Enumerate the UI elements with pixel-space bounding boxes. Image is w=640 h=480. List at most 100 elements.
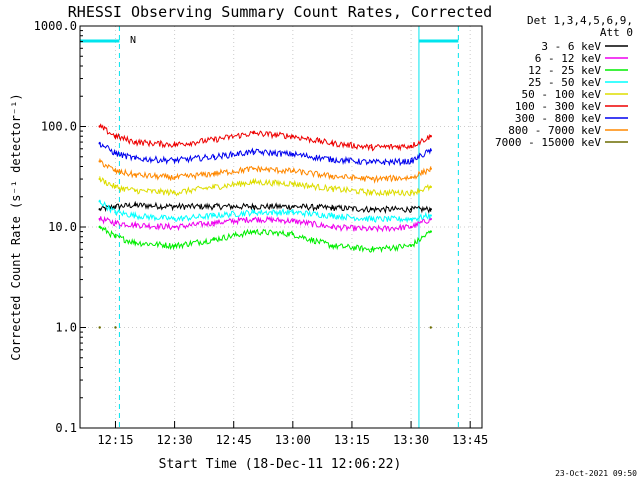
series-8 <box>98 326 432 329</box>
data-point <box>370 161 373 164</box>
data-point <box>133 140 137 144</box>
data-point <box>98 217 101 221</box>
data-point <box>429 214 432 217</box>
data-point <box>252 230 255 233</box>
data-point <box>370 217 373 221</box>
data-point <box>409 191 413 194</box>
data-point <box>291 182 295 185</box>
x-axis-ticks: 12:15 12:30 12:45 13:00 13:15 13:30 13:45 <box>97 421 488 447</box>
legend-entry-label: 7000 - 15000 keV <box>495 136 601 149</box>
data-point <box>212 205 216 208</box>
legend-header-line-2: Att 0 <box>600 26 633 39</box>
data-point <box>98 177 101 181</box>
x-tick-label: 12:15 <box>97 433 133 447</box>
data-point <box>252 150 255 154</box>
data-point <box>133 173 137 177</box>
flag-label: N <box>130 35 136 46</box>
series-4 <box>98 176 432 197</box>
data-point <box>370 248 373 251</box>
legend-entry-label: 50 - 100 keV <box>522 88 602 101</box>
data-point <box>291 211 295 214</box>
data-point <box>429 326 432 329</box>
data-point <box>331 206 334 210</box>
data-point <box>212 138 216 141</box>
data-point <box>173 159 176 162</box>
data-point <box>173 143 176 146</box>
data-point <box>98 160 101 163</box>
data-point <box>212 214 216 217</box>
data-point <box>98 326 101 329</box>
y-tick-label: 0.1 <box>55 421 77 435</box>
series-group <box>98 123 432 329</box>
data-point <box>409 160 413 163</box>
series-3 <box>98 199 432 224</box>
y-tick-label: 10.0 <box>48 220 77 234</box>
data-point <box>252 211 255 214</box>
x-tick-label: 12:45 <box>216 433 252 447</box>
data-point <box>291 232 295 236</box>
data-point <box>429 230 432 233</box>
y-tick-label: 1.0 <box>55 321 77 335</box>
data-point <box>252 131 255 135</box>
data-point <box>409 144 413 148</box>
data-point <box>370 191 373 194</box>
series-5 <box>98 123 432 152</box>
series-line <box>99 199 432 224</box>
x-tick-label: 13:15 <box>334 433 370 447</box>
data-point <box>252 180 255 184</box>
x-tick-label: 12:30 <box>157 433 193 447</box>
legend-entry-label: 800 - 7000 keV <box>508 124 601 137</box>
data-point <box>173 244 176 248</box>
data-point <box>429 135 432 138</box>
data-point <box>173 205 176 208</box>
y-axis-ticks: 0.1 1.0 10.0 100.0 1000.0 <box>34 19 86 435</box>
data-point <box>212 172 216 175</box>
data-point <box>370 228 373 231</box>
data-point <box>98 142 101 145</box>
chart-title: RHESSI Observing Summary Count Rates, Co… <box>68 3 492 21</box>
data-point <box>98 200 101 203</box>
data-point <box>133 223 137 227</box>
data-point <box>114 152 117 155</box>
series-line <box>99 215 432 233</box>
data-point <box>409 208 413 211</box>
data-point <box>173 225 176 229</box>
series-line <box>99 123 432 152</box>
data-point <box>409 244 413 248</box>
data-point <box>173 217 176 221</box>
data-point <box>429 208 432 211</box>
y-axis-label: Corrected Count Rate (s⁻¹ detector⁻¹) <box>9 93 23 360</box>
data-point <box>409 217 413 221</box>
data-point <box>114 185 117 189</box>
series-line <box>99 200 432 215</box>
data-point <box>370 208 373 211</box>
data-point <box>331 158 334 161</box>
data-point <box>212 238 216 241</box>
data-point <box>370 146 373 149</box>
data-point <box>133 241 137 244</box>
data-point <box>114 211 117 214</box>
data-point <box>98 125 101 128</box>
data-point <box>98 225 101 229</box>
data-point <box>331 175 334 178</box>
data-point <box>429 185 432 189</box>
data-point <box>114 135 117 138</box>
data-point <box>212 221 216 225</box>
data-point <box>173 191 176 194</box>
series-6 <box>98 141 432 167</box>
data-point <box>370 177 373 181</box>
legend-entry-label: 6 - 12 keV <box>535 52 602 65</box>
data-point <box>429 167 432 170</box>
data-point <box>114 205 117 208</box>
data-point <box>252 167 255 170</box>
data-point <box>173 176 176 179</box>
series-2 <box>98 225 432 254</box>
data-point <box>133 157 137 160</box>
series-line <box>99 176 432 197</box>
data-point <box>114 221 117 225</box>
data-point <box>291 219 295 223</box>
data-point <box>252 217 255 221</box>
legend-entry-label: 12 - 25 keV <box>528 64 601 77</box>
footer-timestamp: 23-Oct-2021 09:50 <box>555 469 637 478</box>
